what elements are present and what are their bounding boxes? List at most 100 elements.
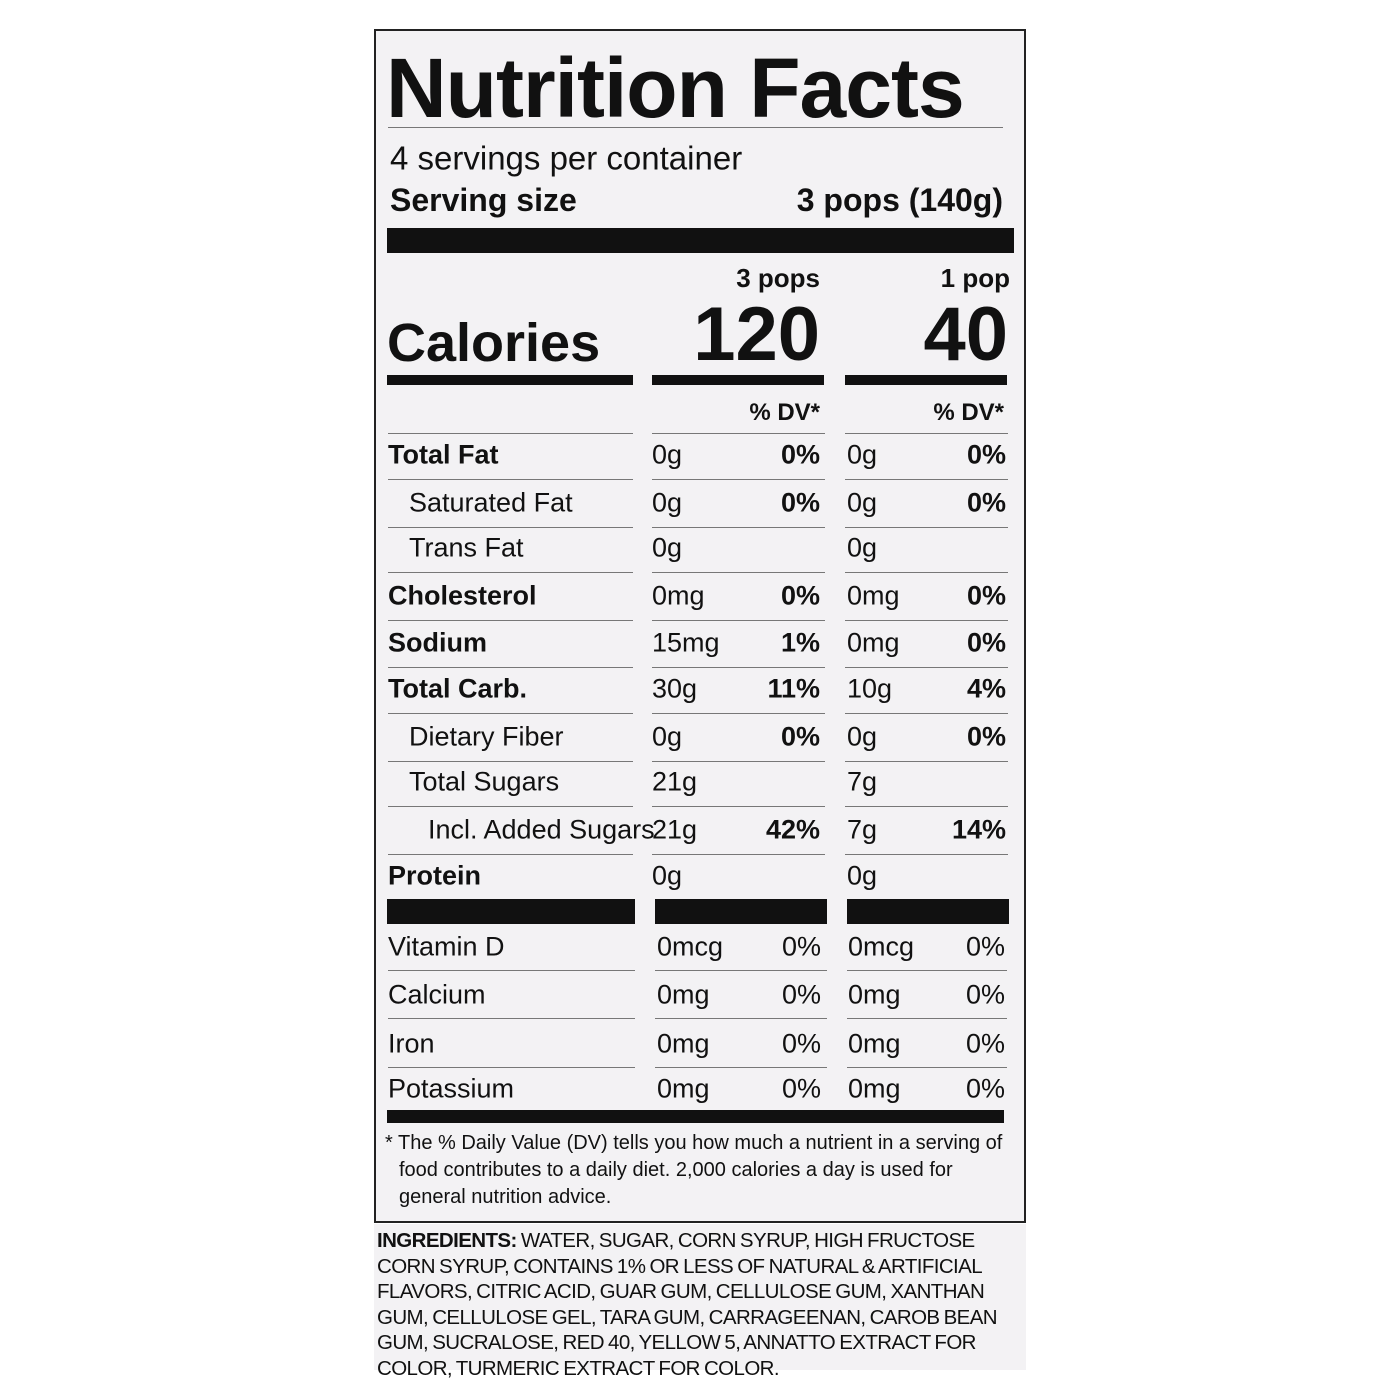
row-rule <box>388 854 633 855</box>
row-rule <box>845 479 1008 480</box>
row-rule <box>847 1018 1007 1019</box>
row-rule <box>388 970 635 971</box>
row-rule <box>388 433 633 434</box>
amount: 0g <box>847 860 878 891</box>
row-rule <box>388 667 633 668</box>
daily-value: 0% <box>781 1028 821 1059</box>
nutrient-name: Incl. Added Sugars <box>428 814 655 845</box>
row-rule <box>388 713 633 714</box>
vitamin-name: Vitamin D <box>388 931 505 962</box>
amount: 0mg <box>848 1028 901 1059</box>
amount: 0g <box>847 721 878 752</box>
row-rule <box>845 527 1008 528</box>
daily-value: 0% <box>780 487 820 518</box>
amount: 0mcg <box>848 931 915 962</box>
amount: 30g <box>652 673 698 704</box>
row-rule <box>388 1018 635 1019</box>
daily-value: 1% <box>780 627 820 658</box>
bar <box>652 375 824 385</box>
amount: 21g <box>652 766 698 797</box>
daily-value: 0% <box>966 439 1006 470</box>
daily-value: 0% <box>780 580 820 611</box>
daily-value: 4% <box>966 673 1006 704</box>
amount: 0g <box>652 721 683 752</box>
row-rule <box>652 806 825 807</box>
nutrient-name: Saturated Fat <box>409 487 573 518</box>
bar <box>387 375 633 385</box>
vitamin-name: Calcium <box>388 979 486 1010</box>
amount: 0g <box>652 439 683 470</box>
amount: 0mg <box>657 1073 710 1104</box>
amount: 15mg <box>652 627 720 658</box>
row-rule <box>845 572 1008 573</box>
row-rule <box>845 806 1008 807</box>
ingredients-box <box>374 1224 1026 1370</box>
title: Nutrition Facts <box>386 41 965 135</box>
amount: 21g <box>652 814 698 845</box>
row-rule <box>388 806 633 807</box>
amount: 0mg <box>848 1073 901 1104</box>
daily-value: 0% <box>965 1073 1005 1104</box>
bar <box>387 1110 1004 1123</box>
daily-value: 0% <box>781 1073 821 1104</box>
daily-value: 0% <box>780 439 820 470</box>
amount: 0mcg <box>657 931 724 962</box>
nutrient-name: Dietary Fiber <box>409 721 564 752</box>
bar <box>655 899 827 924</box>
nutrient-name: Total Carb. <box>388 673 528 704</box>
amount: 7g <box>847 814 878 845</box>
footnote: * The % Daily Value (DV) tells you how m… <box>385 1132 1003 1208</box>
amount: 0g <box>652 487 683 518</box>
row-rule <box>388 761 633 762</box>
row-rule <box>388 527 633 528</box>
thick-bar <box>387 228 1014 253</box>
daily-value: 14% <box>951 814 1006 845</box>
amount: 0g <box>847 532 878 563</box>
row-rule <box>652 527 825 528</box>
daily-value: 0% <box>781 979 821 1010</box>
ingredients: INGREDIENTS: WATER, SUGAR, CORN SYRUP, H… <box>377 1228 1023 1381</box>
row-rule <box>652 620 825 621</box>
row-rule <box>847 1067 1007 1068</box>
amount: 0mg <box>657 979 710 1010</box>
calories-value: 40 <box>923 292 1008 377</box>
daily-value: 0% <box>780 721 820 752</box>
row-rule <box>655 970 827 971</box>
bar <box>847 899 1009 924</box>
daily-value: 0% <box>966 627 1006 658</box>
row-rule <box>845 433 1008 434</box>
daily-value: 11% <box>767 673 820 704</box>
row-rule <box>652 572 825 573</box>
row-rule <box>652 761 825 762</box>
amount: 10g <box>847 673 893 704</box>
vitamin-name: Iron <box>388 1028 435 1059</box>
amount: 0g <box>847 487 878 518</box>
daily-value: 42% <box>765 814 820 845</box>
row-rule <box>655 1018 827 1019</box>
rule <box>388 127 1003 128</box>
servings: 4 servings per container <box>390 139 743 177</box>
row-rule <box>388 572 633 573</box>
daily-value: 0% <box>966 487 1006 518</box>
amount: 0mg <box>847 627 900 658</box>
column-header: 3 pops <box>736 263 820 293</box>
dv-header: % DV* <box>933 399 1004 426</box>
row-rule <box>388 1067 635 1068</box>
serving-size-label: Serving size <box>390 182 577 218</box>
daily-value: 0% <box>781 931 821 962</box>
row-rule <box>845 667 1008 668</box>
row-rule <box>652 433 825 434</box>
row-rule <box>388 479 633 480</box>
row-rule <box>845 713 1008 714</box>
nutrient-name: Sodium <box>388 627 487 658</box>
daily-value: 0% <box>966 721 1006 752</box>
amount: 0mg <box>847 580 900 611</box>
daily-value: 0% <box>965 1028 1005 1059</box>
amount: 0g <box>847 439 878 470</box>
daily-value: 0% <box>965 931 1005 962</box>
amount: 0mg <box>652 580 705 611</box>
row-rule <box>655 1067 827 1068</box>
ingredients-text: WATER, SUGAR, CORN SYRUP, HIGH FRUCTOSE … <box>377 1229 998 1380</box>
amount: 0mg <box>848 979 901 1010</box>
